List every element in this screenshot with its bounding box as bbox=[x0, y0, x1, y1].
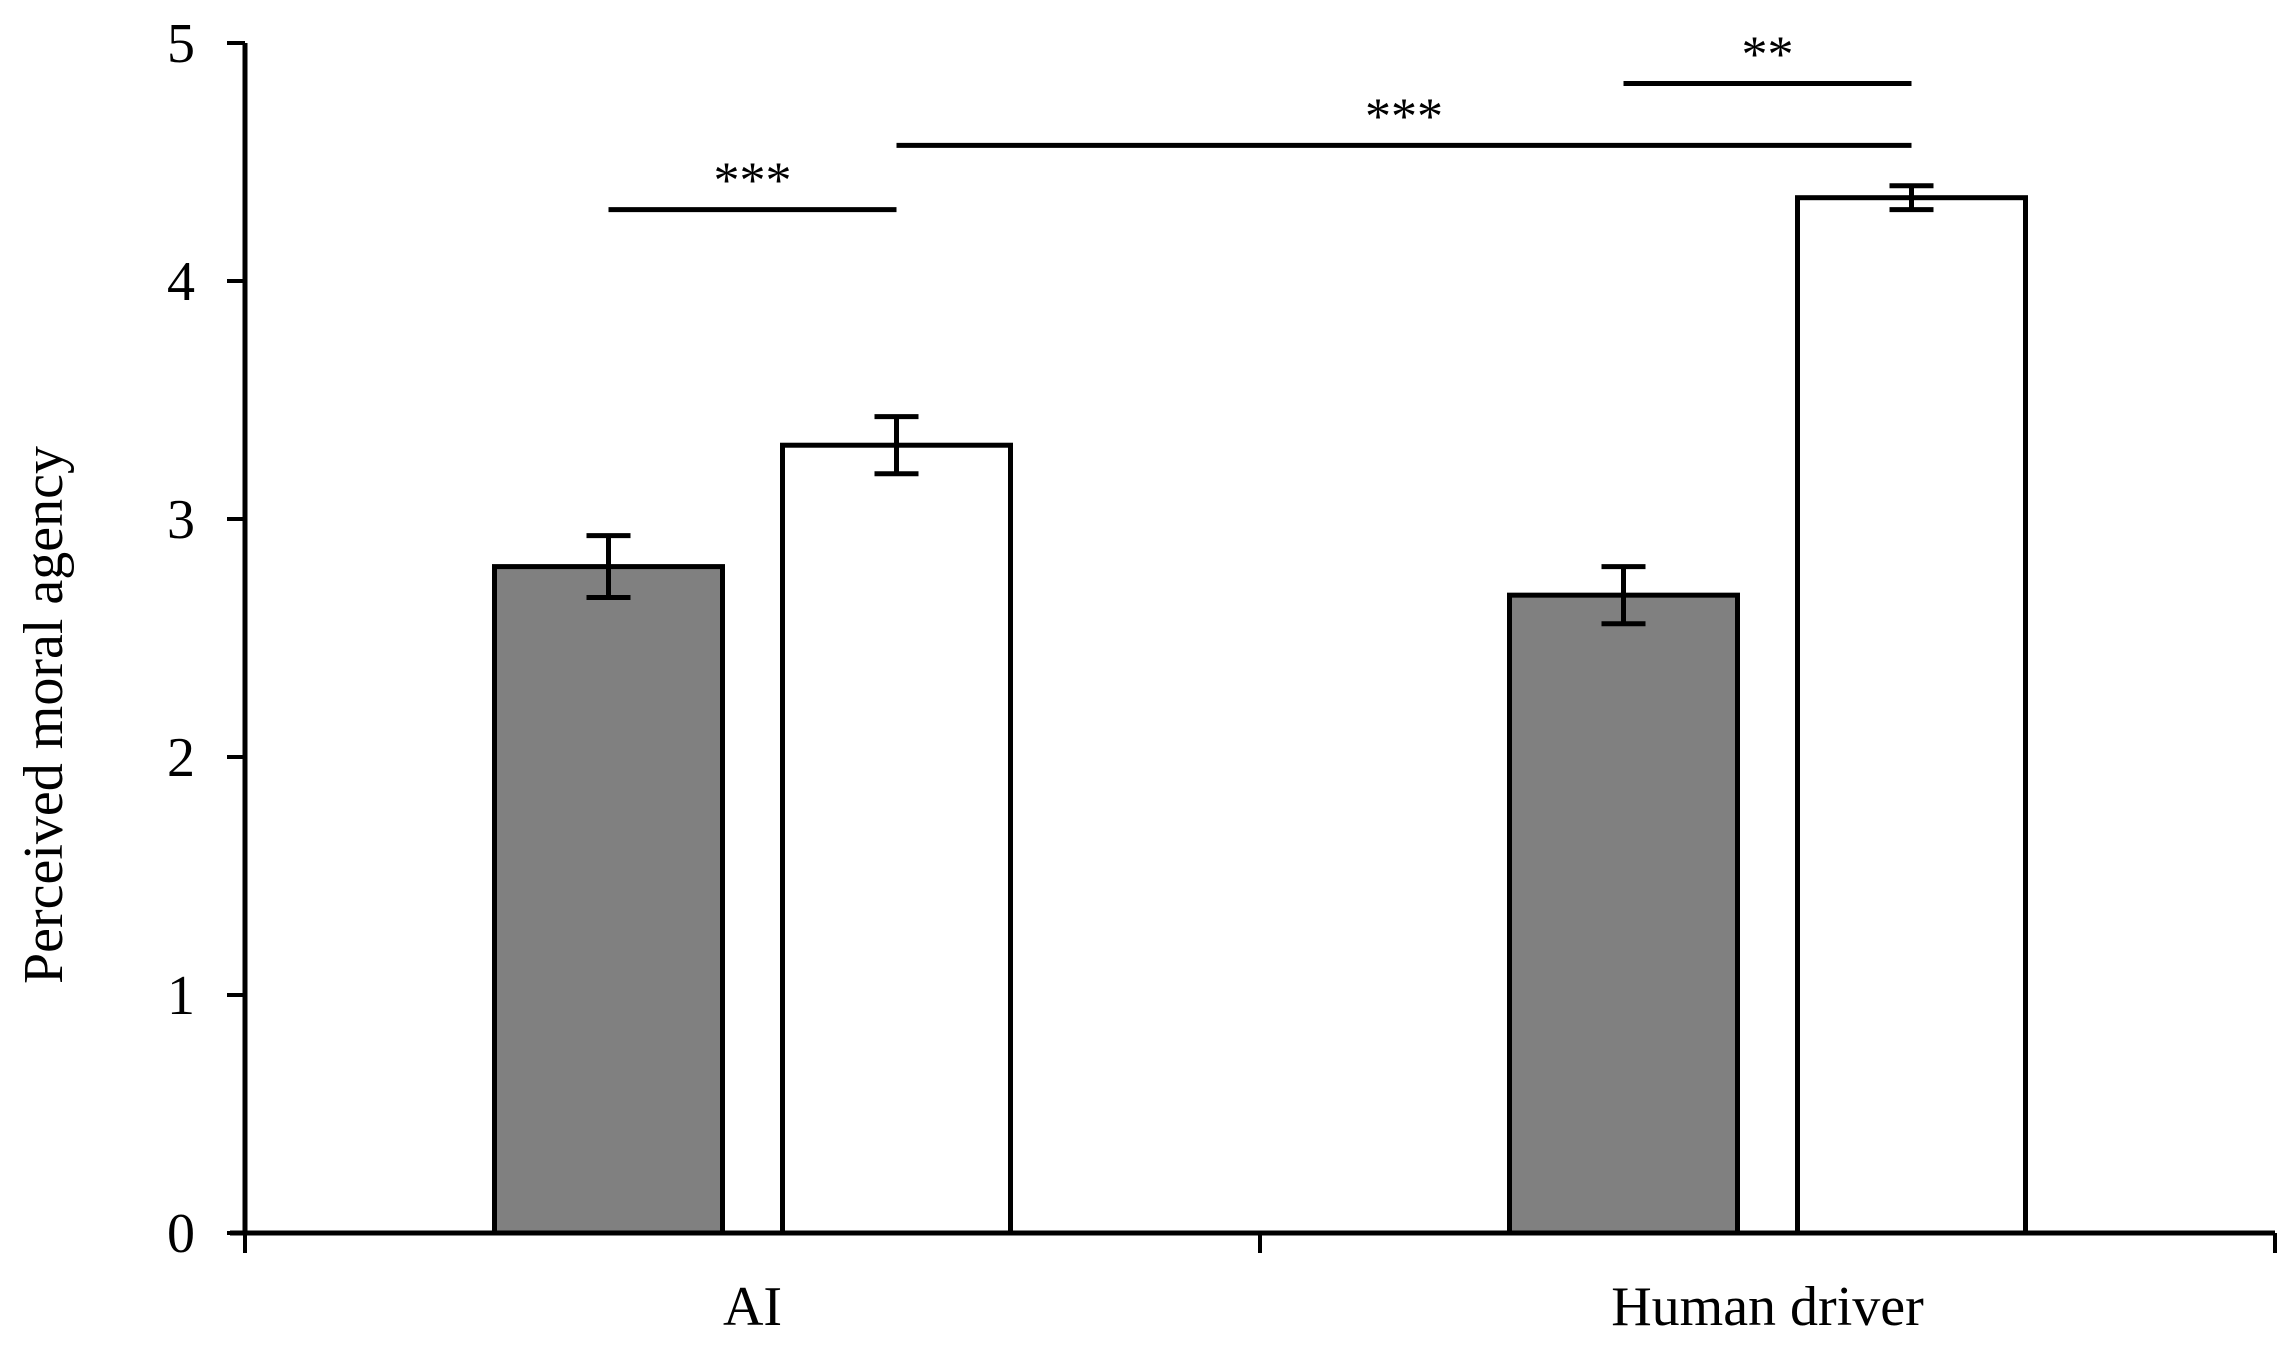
significance-label: *** bbox=[714, 153, 792, 210]
significance-annotations: ******** bbox=[608, 26, 1912, 213]
y-tick-label: 0 bbox=[167, 1203, 195, 1265]
y-tick-label: 5 bbox=[167, 13, 195, 75]
error-bars bbox=[586, 183, 1934, 627]
significance-label: *** bbox=[1365, 88, 1443, 145]
y-axis-title: Perceived moral agency bbox=[13, 446, 75, 984]
bar bbox=[1507, 592, 1740, 1236]
x-tick-label: Human driver bbox=[1611, 1276, 1924, 1338]
y-tick-label: 1 bbox=[167, 965, 195, 1027]
y-tick-label: 4 bbox=[167, 251, 195, 313]
y-tick-label: 3 bbox=[167, 489, 195, 551]
significance-label: ** bbox=[1742, 26, 1794, 83]
bar bbox=[780, 442, 1013, 1236]
bars bbox=[492, 195, 2028, 1236]
x-tick-label: AI bbox=[723, 1276, 782, 1338]
bar bbox=[1795, 195, 2028, 1236]
y-tick-label: 2 bbox=[167, 727, 195, 789]
bar bbox=[492, 564, 725, 1236]
